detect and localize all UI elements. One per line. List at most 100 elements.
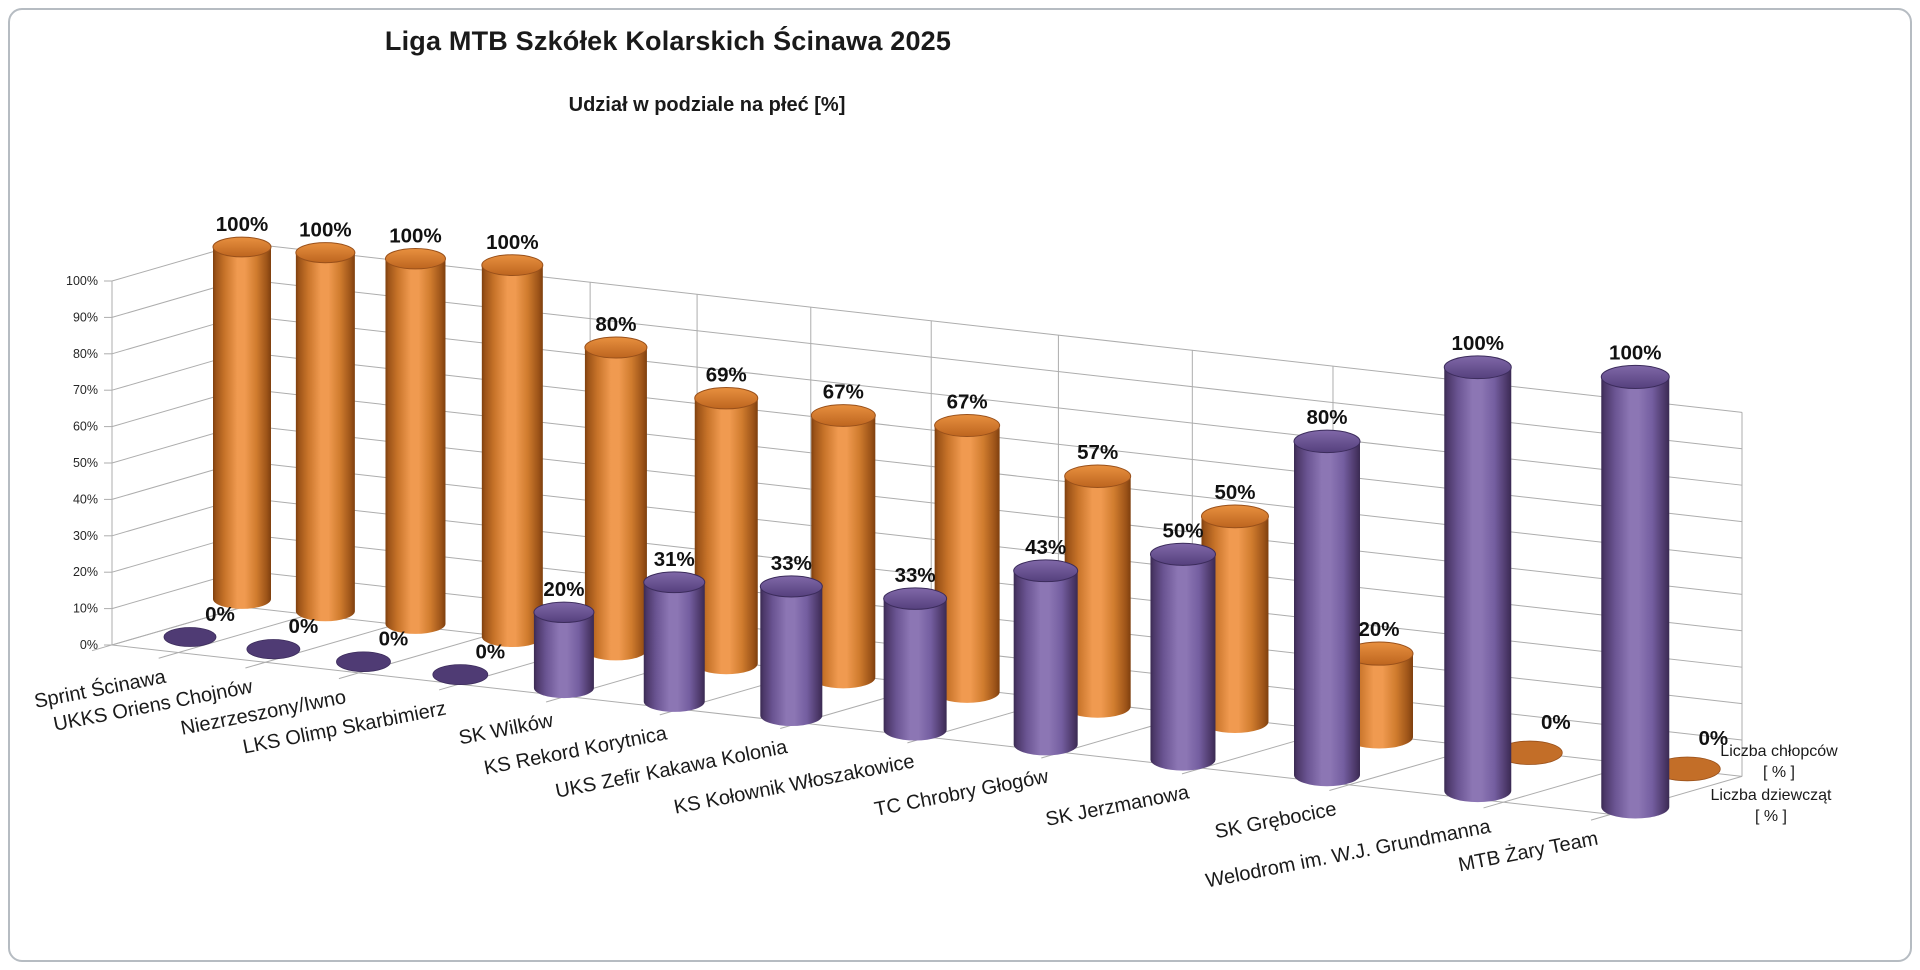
value-label-girls-7: 33% — [895, 564, 936, 587]
value-label-boys-1: 100% — [299, 219, 351, 242]
y-tick-label: 70% — [73, 383, 98, 397]
bar-cylinder-girls-10 — [1293, 429, 1361, 787]
value-label-boys-3: 100% — [486, 231, 538, 254]
chart-title: Liga MTB Szkółek Kolarskich Ścinawa 2025 — [384, 26, 952, 56]
value-label-girls-1: 0% — [289, 615, 319, 638]
y-tick-label: 10% — [73, 602, 98, 616]
value-label-girls-11: 100% — [1452, 332, 1504, 355]
y-tick-label: 100% — [66, 274, 98, 288]
bar-cylinder-girls-3-flat-disc — [432, 664, 489, 686]
value-label-girls-12: 100% — [1609, 341, 1661, 364]
bar-cylinder-boys-5-body — [694, 398, 758, 675]
bar-cylinder-boys-6 — [810, 404, 876, 689]
category-axis-line — [111, 644, 1612, 815]
y-tick-label: 80% — [73, 347, 98, 361]
bar-cylinder-boys-7-body — [934, 425, 1000, 703]
value-label-boys-0: 100% — [216, 213, 268, 236]
value-label-girls-6: 33% — [771, 552, 812, 575]
bar-cylinder-girls-5-body — [643, 582, 705, 712]
value-label-girls-3: 0% — [476, 641, 506, 664]
bar-cylinder-girls-0-flat-disc — [163, 627, 217, 647]
chart-subtitle: Udział w podziale na płeć [%] — [568, 94, 846, 116]
bar-cylinder-girls-11-top — [1443, 355, 1512, 380]
value-label-girls-4: 20% — [543, 578, 584, 601]
bar-cylinder-boys-0-top — [212, 236, 272, 258]
value-label-girls-8: 43% — [1025, 536, 1066, 559]
floor-separator-line — [91, 606, 244, 652]
bar-cylinder-boys-6-body — [811, 415, 876, 689]
bar-cylinder-girls-5 — [643, 571, 706, 712]
value-label-boys-11: 0% — [1541, 711, 1571, 734]
bar-cylinder-girls-10-top — [1293, 429, 1361, 454]
bar-cylinder-girls-9-body — [1150, 554, 1216, 771]
value-label-boys-7: 67% — [947, 390, 988, 413]
y-tick-label: 0% — [80, 638, 98, 652]
bar-cylinder-boys-0-body — [213, 247, 271, 609]
legend-series-girls-label: Liczba dziewcząt — [1711, 787, 1833, 804]
bar-cylinder-boys-9-body — [1201, 516, 1269, 733]
legend-series-girls-label: [ % ] — [1755, 808, 1787, 825]
bar-cylinder-boys-2-body — [385, 258, 446, 634]
category-label-4: SK Wilków — [457, 710, 556, 750]
value-label-girls-2: 0% — [379, 628, 409, 651]
value-label-boys-2: 100% — [389, 225, 441, 248]
bar-cylinder-girls-7 — [883, 587, 948, 741]
bar-cylinder-boys-7 — [934, 413, 1001, 703]
value-label-boys-10: 20% — [1358, 618, 1399, 641]
category-label-10: SK Grębocice — [1213, 798, 1338, 843]
back-wall-gridline — [242, 242, 1743, 413]
value-label-girls-0: 0% — [205, 603, 235, 626]
bar-cylinder-boys-1 — [295, 242, 356, 622]
bar-cylinder-girls-3 — [432, 664, 489, 686]
value-label-boys-4: 80% — [595, 313, 636, 336]
bar-cylinder-boys-8-top — [1064, 464, 1132, 488]
bar-cylinder-girls-2-flat-disc — [336, 651, 391, 672]
bar-cylinder-girls-4 — [533, 601, 595, 699]
bar-cylinder-girls-12-top — [1600, 364, 1670, 389]
bar-cylinder-girls-11 — [1443, 355, 1512, 803]
bar-cylinder-boys-8-body — [1064, 476, 1131, 718]
bar-cylinder-boys-2 — [384, 248, 446, 634]
bar-cylinder-girls-8 — [1013, 559, 1079, 756]
bar-cylinder-girls-0 — [163, 627, 217, 647]
bar-cylinder-boys-4 — [584, 336, 648, 661]
value-label-boys-6: 67% — [823, 381, 864, 404]
bar-cylinder-girls-6 — [759, 575, 823, 727]
legend-series-boys-label: [ % ] — [1763, 764, 1795, 781]
bar-cylinder-girls-6-body — [760, 586, 823, 727]
bar-cylinder-girls-4-top — [533, 601, 595, 623]
bar-cylinder-girls-1-flat-disc — [246, 639, 301, 660]
bar-cylinder-boys-2-top — [384, 248, 446, 270]
value-label-boys-8: 57% — [1077, 441, 1118, 464]
value-label-boys-5: 69% — [706, 363, 747, 386]
bar-cylinder-girls-6-top — [759, 575, 823, 598]
bar-cylinder-boys-5-top — [694, 386, 759, 410]
y-tick-label: 40% — [73, 492, 98, 506]
bar-cylinder-girls-8-top — [1013, 559, 1079, 583]
bar-cylinder-boys-9 — [1200, 504, 1269, 733]
bar-cylinder-boys-8 — [1064, 464, 1132, 718]
y-tick-label: 50% — [73, 456, 98, 470]
value-label-boys-9: 50% — [1214, 481, 1255, 504]
value-label-girls-9: 50% — [1162, 519, 1203, 542]
bar-cylinder-girls-4-body — [533, 612, 594, 699]
bar-cylinder-boys-10 — [1344, 641, 1414, 749]
floor-separator-line — [245, 623, 397, 669]
bar-cylinder-boys-6-top — [810, 404, 876, 427]
bar-cylinder-girls-7-body — [883, 598, 947, 741]
y-tick-label: 60% — [73, 420, 98, 434]
floor-separator-line — [158, 614, 310, 659]
bar-cylinder-boys-4-top — [584, 336, 648, 359]
bar-cylinder-boys-3-body — [481, 265, 543, 647]
bar-cylinder-boys-3-top — [481, 254, 544, 276]
bar-cylinder-boys-4-body — [584, 347, 647, 661]
bar-cylinder-boys-1-body — [295, 252, 355, 622]
legend-series-boys-label: Liczba chłopców — [1720, 743, 1838, 760]
bar-cylinder-girls-11-body — [1444, 367, 1512, 803]
bar-cylinder-girls-7-top — [883, 587, 948, 610]
bar-cylinder-boys-9-top — [1200, 504, 1269, 529]
bar-cylinder-girls-2 — [336, 651, 391, 672]
bar-cylinder-boys-3 — [481, 254, 544, 647]
bar-cylinder-girls-8-body — [1013, 570, 1078, 756]
y-tick-label: 90% — [73, 310, 98, 324]
